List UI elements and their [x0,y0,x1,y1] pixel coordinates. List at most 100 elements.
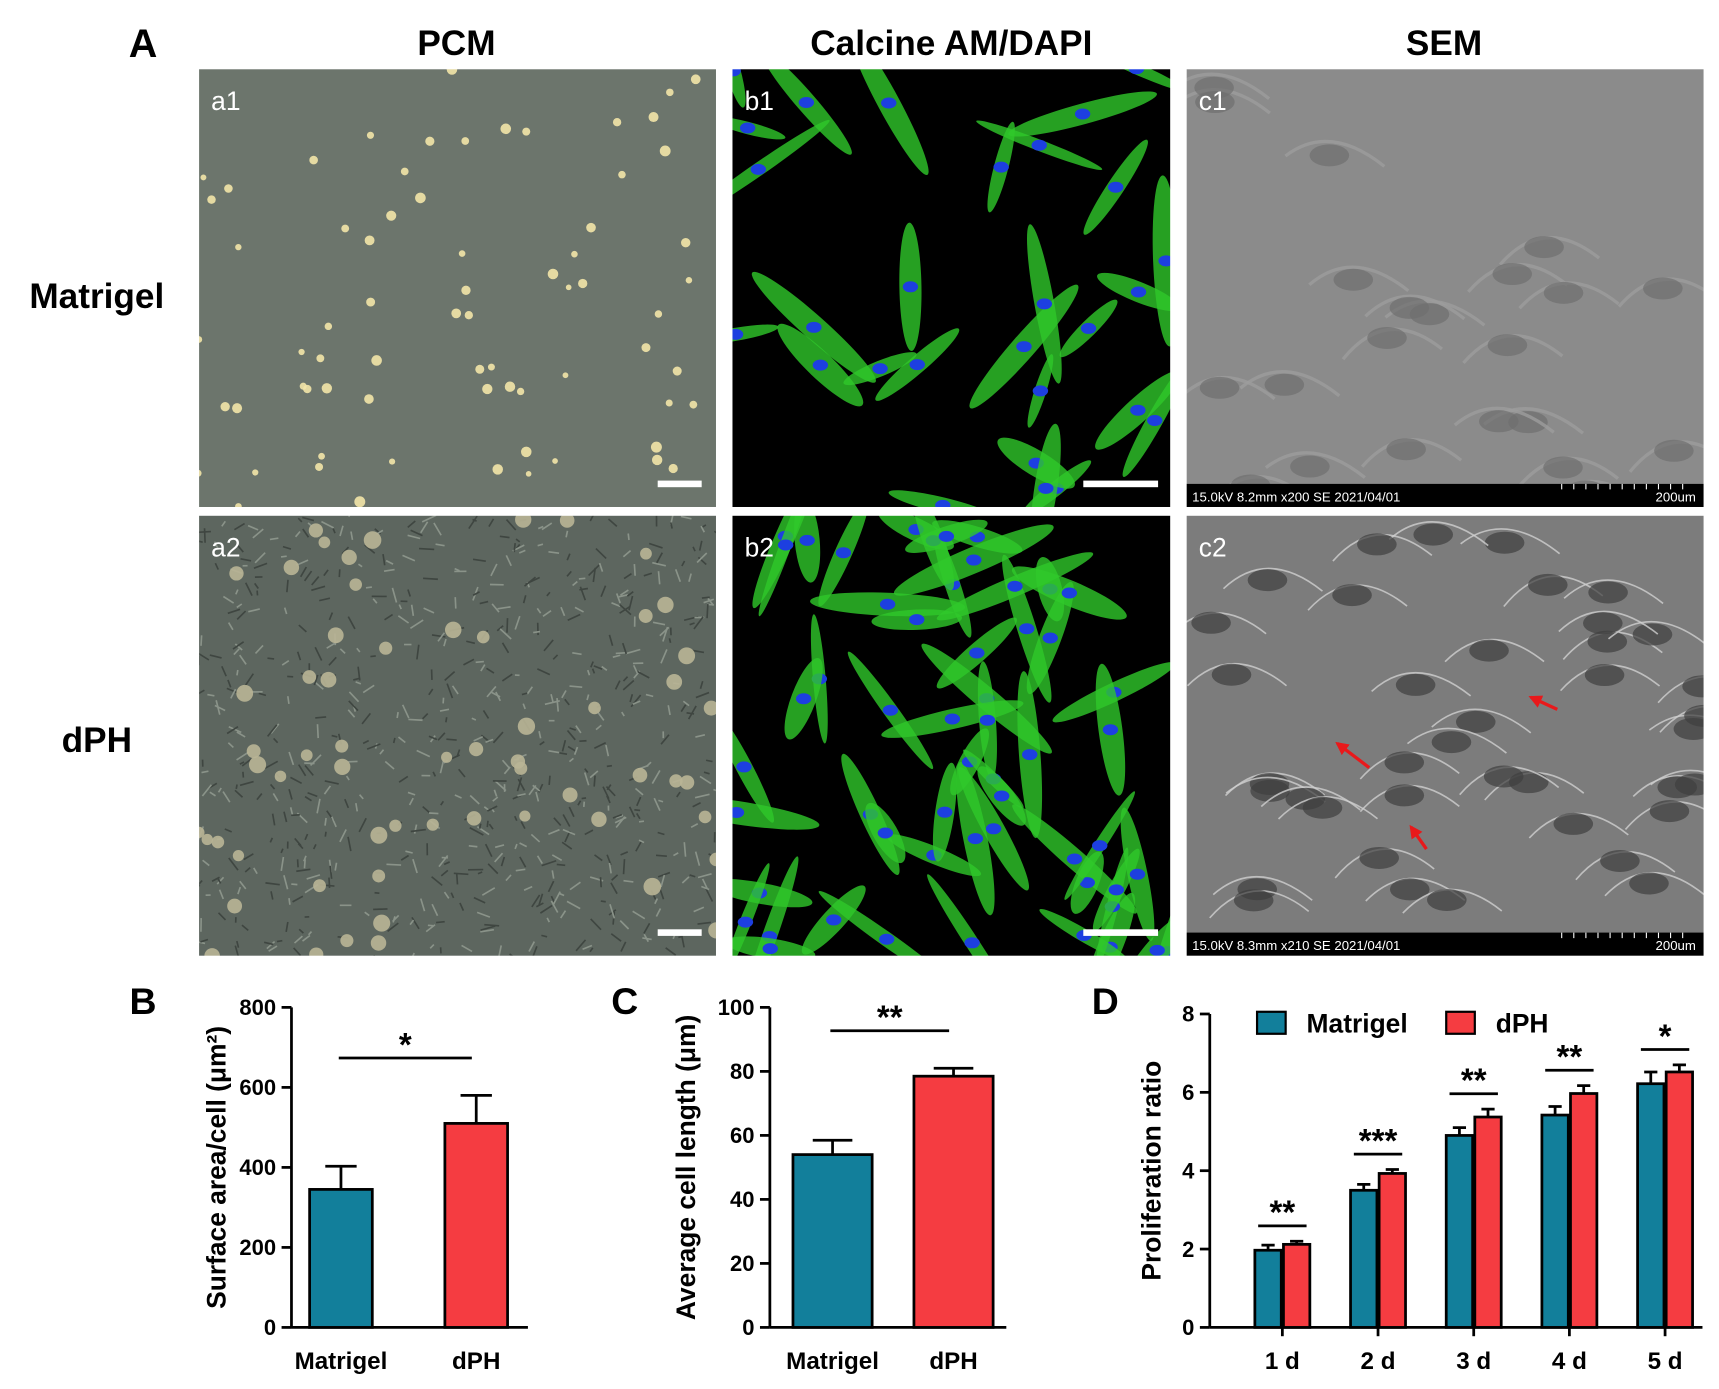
texture [589,947,594,953]
texture [709,852,718,867]
texture [302,934,311,942]
texture [287,696,290,704]
texture [510,754,526,769]
arrow [1409,824,1428,850]
texture [566,553,571,561]
texture [938,530,955,542]
texture [1108,884,1125,896]
texture [909,614,925,626]
texture [683,842,687,857]
texture [548,551,560,555]
texture [281,660,290,666]
texture [657,571,661,585]
texture [370,935,387,951]
texture [698,810,712,824]
texture [236,610,247,620]
texture [750,163,766,175]
texture [282,545,292,550]
texture [209,654,222,659]
texture [623,573,632,580]
texture [216,876,225,885]
texture [443,891,450,899]
texture [241,924,249,932]
texture [382,553,386,566]
texture [553,817,562,826]
texture [561,690,567,699]
texture [501,759,511,769]
scale-bar [1083,929,1159,936]
texture [993,161,1009,173]
texture [541,522,553,531]
texture [692,802,701,808]
texture [217,878,222,884]
texture [308,523,323,538]
texture [247,524,259,531]
texture [288,898,291,905]
texture [228,726,242,734]
panel-label: C [611,980,638,1022]
texture [396,711,399,719]
texture [445,717,448,723]
significance-label: ** [877,999,903,1036]
texture [1357,533,1397,556]
texture [267,657,275,660]
texture [347,709,356,718]
texture [600,900,606,903]
texture [1478,410,1519,433]
sem-scale: 200um [1656,489,1696,504]
texture [222,595,235,604]
texture [198,880,203,885]
texture [681,876,690,884]
texture [428,688,434,696]
texture [468,844,478,848]
texture [239,761,245,765]
texture [944,713,961,725]
texture [213,541,220,551]
texture [303,859,306,869]
texture [638,839,645,844]
texture [372,869,386,883]
texture [389,458,396,465]
texture [632,664,638,674]
texture [522,595,527,604]
texture [622,859,626,875]
texture [881,97,897,109]
texture [1222,567,1323,592]
texture [937,806,953,818]
texture [355,802,359,812]
texture [1036,298,1053,310]
texture [701,885,710,891]
texture [1130,286,1147,298]
texture [541,859,557,867]
texture [492,464,503,475]
texture [697,556,707,566]
texture [1384,784,1425,807]
texture [370,655,376,658]
texture [244,866,251,873]
texture [1309,144,1350,167]
texture [455,873,459,885]
texture [634,787,644,796]
texture [313,674,319,686]
texture [492,796,499,802]
texture [595,547,607,560]
texture [302,670,317,684]
image-label: a2 [211,532,240,562]
texture [1444,638,1545,663]
texture [405,850,413,854]
texture [682,700,690,707]
texture [690,823,699,829]
texture [657,596,674,614]
texture [215,700,221,715]
texture [643,877,662,896]
row-label: dPH [62,721,132,760]
texture [608,862,612,874]
texture [666,674,683,690]
texture [1102,724,1119,736]
texture [739,122,756,134]
texture [673,852,679,857]
error-bar [1385,1168,1399,1174]
texture [244,582,253,596]
texture [619,605,631,614]
texture [1233,889,1274,912]
